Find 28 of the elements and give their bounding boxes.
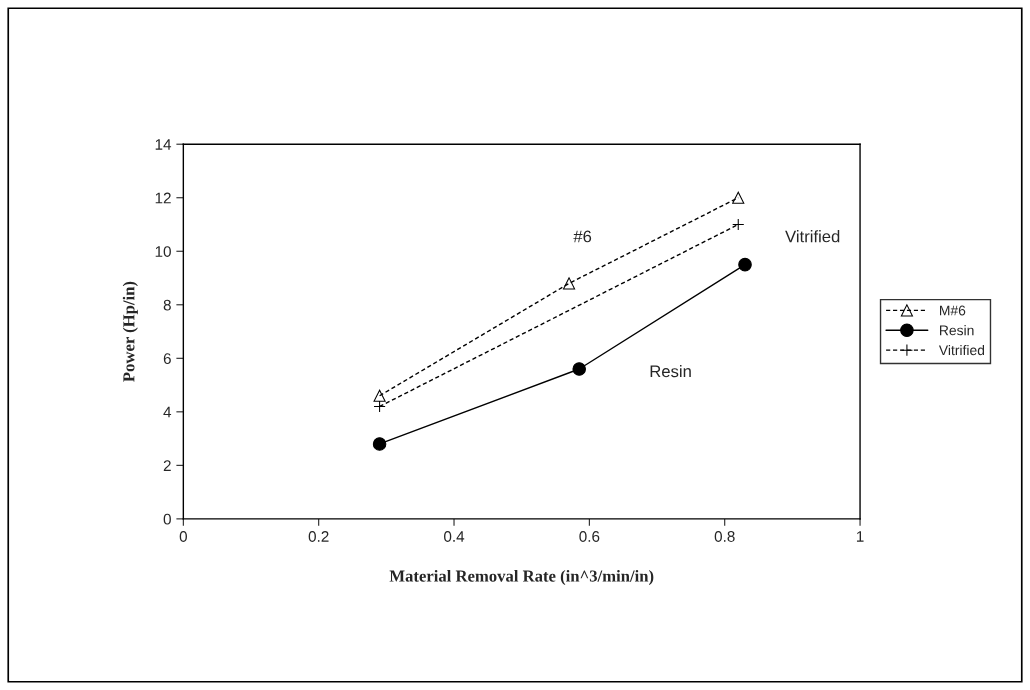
annotation: #6 xyxy=(573,230,592,243)
annotation: Vitrified xyxy=(785,230,840,243)
y-tick-label: 10 xyxy=(155,246,171,257)
y-tick-label: 12 xyxy=(155,192,171,204)
x-tick-label: 0.2 xyxy=(308,531,329,542)
y-tick-label: 6 xyxy=(163,353,171,364)
point xyxy=(562,277,576,290)
x-tick-label: 0 xyxy=(179,531,187,542)
x-tick-label: 0.4 xyxy=(444,531,465,542)
y-tick-label: 14 xyxy=(155,139,172,150)
legend-label: Resin xyxy=(940,325,974,336)
legend-label: Vitrified xyxy=(938,344,985,356)
y-tick-label: 2 xyxy=(163,460,171,471)
point xyxy=(372,437,387,451)
point xyxy=(572,362,586,376)
x-tick-label: 1 xyxy=(856,531,864,542)
y-tick-label: 4 xyxy=(163,406,172,418)
point xyxy=(373,389,386,402)
annotation: Resin xyxy=(650,364,691,378)
y-tick-label: 0 xyxy=(163,513,171,525)
legend-label: M#6 xyxy=(940,305,966,316)
y-axis-title: Power (Hp/in) xyxy=(122,281,138,382)
x-axis-title: Material Removal Rate (in^3/min/in) xyxy=(389,569,654,586)
y-tick-label: 8 xyxy=(163,299,171,311)
point xyxy=(738,257,752,272)
x-tick-label: 0.8 xyxy=(714,531,735,542)
point xyxy=(732,191,745,204)
x-tick-label: 0.6 xyxy=(579,531,600,542)
